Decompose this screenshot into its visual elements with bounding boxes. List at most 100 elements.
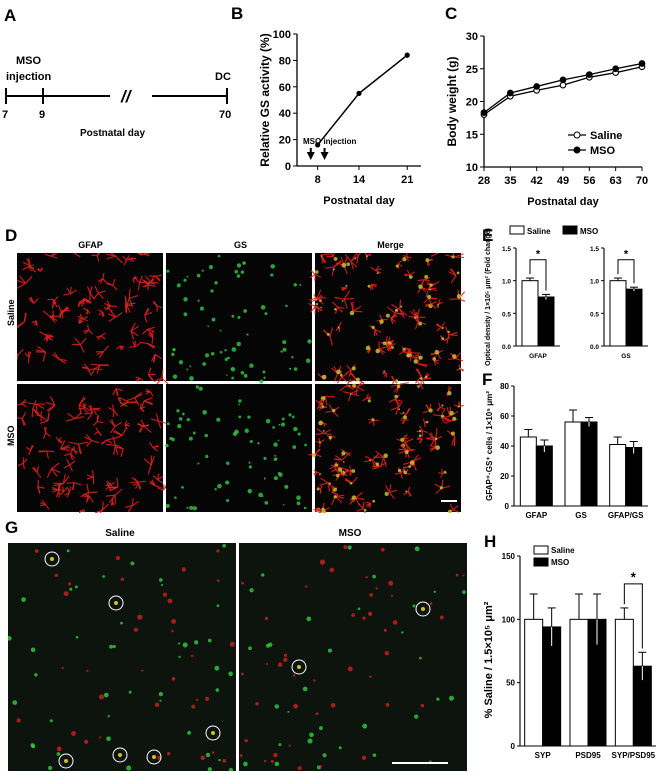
gfap-process xyxy=(78,404,89,410)
gfap-process xyxy=(115,255,123,264)
psd95-punctum xyxy=(133,627,138,632)
gfap-process xyxy=(79,337,87,346)
gfap-process xyxy=(313,469,318,473)
gfap-process xyxy=(421,279,425,286)
syp-punctum xyxy=(306,616,312,622)
gfap-process xyxy=(139,377,144,382)
gfap-process xyxy=(51,301,55,309)
c-point-mso xyxy=(506,89,514,97)
gfap-process xyxy=(87,412,93,420)
gs-signal xyxy=(418,321,423,326)
gfap-process xyxy=(59,491,65,496)
gfap-process xyxy=(22,266,29,271)
gfap-process xyxy=(97,431,102,436)
gfap-process xyxy=(356,381,363,388)
syp-punctum xyxy=(182,642,188,648)
c-xtick-label: 28 xyxy=(478,175,490,187)
gfap-process xyxy=(314,274,316,281)
gfap-process xyxy=(74,411,82,420)
syp-punctum xyxy=(307,738,313,744)
gfap-process xyxy=(362,397,367,402)
gfap-process xyxy=(130,322,136,332)
gfap-process xyxy=(60,446,71,450)
gfap-process xyxy=(102,273,105,279)
e2-bar-mso xyxy=(625,288,643,347)
gfap-process xyxy=(94,368,103,371)
gs-signal xyxy=(385,313,390,318)
syp-punctum xyxy=(161,583,164,586)
gs-signal xyxy=(270,273,274,277)
c-xtick-label: 42 xyxy=(531,175,543,187)
gfap-process xyxy=(42,432,47,439)
gfap-process xyxy=(401,443,407,451)
psd95-punctum xyxy=(270,759,274,763)
e2-significance-bracket xyxy=(617,259,635,284)
gfap-process xyxy=(131,477,139,483)
psd95-punctum xyxy=(351,613,355,617)
gfap-process xyxy=(438,301,444,305)
panel-label-b: B xyxy=(231,4,244,23)
psd95-punctum xyxy=(266,662,269,666)
gs-signal xyxy=(383,453,388,458)
syp-punctum xyxy=(102,575,106,578)
gfap-process xyxy=(106,282,113,286)
panel-label-h: H xyxy=(484,532,497,551)
psd95-punctum xyxy=(383,628,387,632)
gs-signal xyxy=(166,269,170,273)
h-y-label: % Saline / 1.5×10⁵ μm² xyxy=(483,601,495,718)
psd95-punctum xyxy=(347,666,353,672)
gfap-process xyxy=(91,439,100,444)
psd95-punctum xyxy=(68,582,72,586)
gfap-process xyxy=(39,267,43,272)
gfap-process xyxy=(115,311,123,318)
gs-signal xyxy=(247,488,253,494)
gfap-process xyxy=(45,401,56,406)
gfap-process xyxy=(390,383,400,388)
syp-punctum xyxy=(205,752,211,758)
gfap-process xyxy=(330,464,341,469)
gfap-process xyxy=(452,253,456,258)
gs-signal xyxy=(321,374,327,380)
gs-signal xyxy=(277,439,280,442)
psd95-punctum xyxy=(244,738,248,743)
gfap-process xyxy=(86,286,91,294)
gfap-process xyxy=(144,314,148,323)
gs-signal xyxy=(365,255,368,258)
gfap-process xyxy=(350,392,359,397)
syp-punctum xyxy=(30,743,35,748)
gfap-process xyxy=(129,294,139,299)
b-ytick-label: 0 xyxy=(285,161,291,173)
gfap-process xyxy=(35,320,38,326)
colocalized-punctum xyxy=(64,759,68,763)
c-xtick-label: 63 xyxy=(610,175,622,187)
psd95-punctum xyxy=(420,703,425,708)
gs-signal xyxy=(382,341,387,346)
gs-signal xyxy=(192,506,198,511)
gfap-process xyxy=(116,477,119,488)
gs-signal xyxy=(243,373,248,378)
syp-punctum xyxy=(218,758,221,762)
gfap-process xyxy=(89,496,94,503)
psd95-punctum xyxy=(439,615,444,620)
gs-signal xyxy=(352,383,357,388)
syp-punctum xyxy=(372,753,377,757)
gfap-process xyxy=(382,457,388,467)
gfap-process xyxy=(374,329,378,336)
gfap-process xyxy=(38,450,47,453)
gfap-process xyxy=(440,473,444,478)
gfap-process xyxy=(332,253,335,257)
gs-signal xyxy=(227,356,230,360)
gfap-process xyxy=(417,363,428,366)
gfap-process xyxy=(69,464,73,472)
gs-signal xyxy=(417,385,420,388)
syp-punctum xyxy=(228,767,234,771)
syp-punctum xyxy=(34,673,38,677)
gs-signal xyxy=(318,441,321,444)
c-y-label: Body weight (g) xyxy=(445,57,459,147)
gs-signal xyxy=(207,325,210,328)
gfap-process xyxy=(318,511,321,513)
gfap-process xyxy=(86,476,94,480)
c-legend-marker xyxy=(573,131,581,139)
syp-punctum xyxy=(30,647,36,653)
d-row-label-saline: Saline xyxy=(6,299,16,326)
